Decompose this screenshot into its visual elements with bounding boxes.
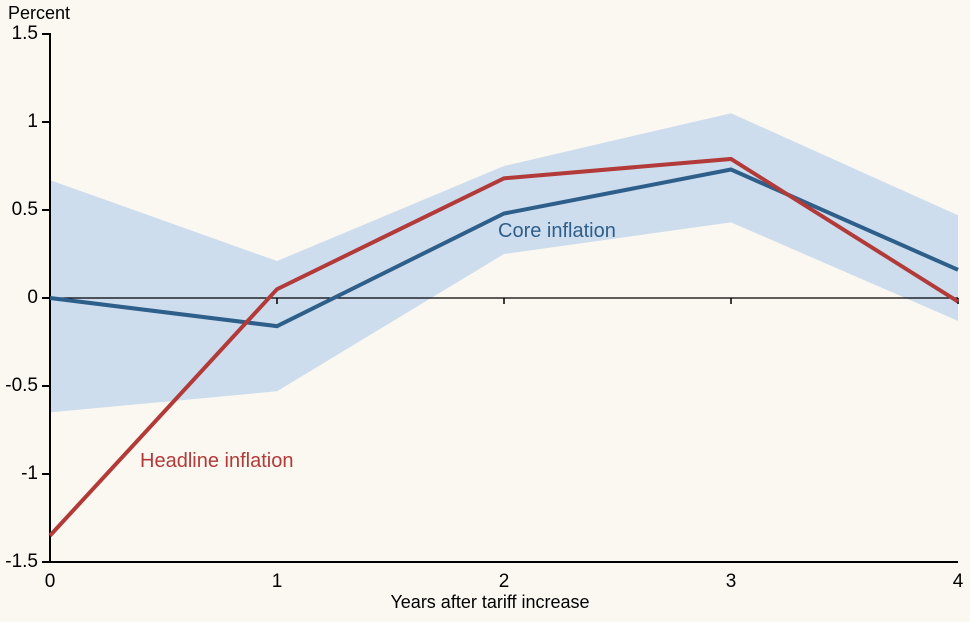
x-tick-label: 0	[44, 571, 56, 592]
y-tick-label: 0.5	[11, 199, 38, 220]
y-tick-label: 1.5	[11, 23, 38, 44]
core-inflation-label: Core inflation	[498, 220, 616, 242]
y-tick-label: -1.5	[5, 551, 38, 572]
x-tick-label: 2	[498, 571, 510, 592]
confidence-band	[50, 113, 958, 413]
y-tick-label: -1	[21, 463, 38, 484]
x-axis-title: Years after tariff increase	[390, 592, 590, 612]
core-inflation-line	[49, 167, 959, 329]
x-tick-label: 3	[725, 571, 737, 592]
headline-inflation-label: Headline inflation	[140, 450, 294, 472]
y-axis-title: Percent	[8, 3, 71, 23]
x-tick-label: 4	[952, 571, 964, 592]
y-tick-label: 1	[27, 111, 38, 132]
y-tick-label: 0	[27, 287, 38, 308]
x-tick-label: 1	[271, 571, 283, 592]
y-tick-label: -0.5	[5, 375, 38, 396]
headline-inflation-line	[48, 156, 960, 537]
